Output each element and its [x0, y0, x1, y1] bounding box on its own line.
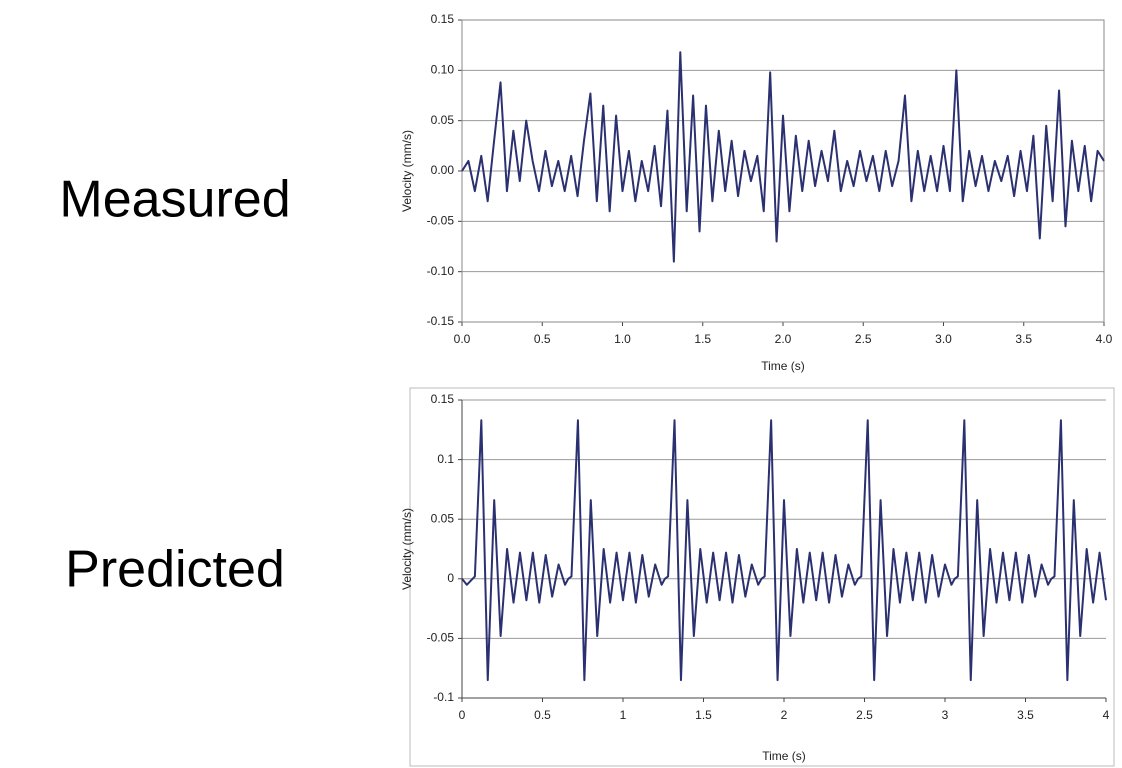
x-tick-label: 0.5 — [534, 708, 551, 722]
x-tick-label: 1.5 — [695, 708, 712, 722]
data-line — [461, 51, 1105, 263]
y-tick-label: -0.05 — [427, 631, 455, 645]
y-tick-label: 0.05 — [431, 511, 455, 525]
y-tick-label: -0.1 — [433, 690, 454, 704]
x-tick-label: 3.5 — [1017, 708, 1034, 722]
y-axis-title: Velocity (mm/s) — [400, 130, 414, 212]
chart-frame — [409, 387, 1115, 767]
y-axis-title: Velocity (mm/s) — [400, 508, 414, 590]
y-tick-label: -0.15 — [427, 314, 455, 328]
y-tick-label: -0.05 — [427, 214, 455, 228]
x-tick-label: 1.5 — [694, 332, 711, 346]
data-line — [461, 419, 1107, 682]
x-tick-label: 1 — [620, 708, 627, 722]
y-tick-label: 0.00 — [431, 163, 455, 177]
y-tick-label: 0.1 — [437, 452, 454, 466]
y-tick-label: 0 — [447, 571, 454, 585]
y-tick-label: 0.15 — [431, 12, 455, 26]
x-tick-label: 0 — [459, 708, 466, 722]
caption: Measured — [59, 171, 290, 229]
x-tick-label: 3 — [942, 708, 949, 722]
y-tick-label: -0.10 — [427, 264, 455, 278]
x-tick-label: 3.0 — [935, 332, 952, 346]
x-tick-label: 2.0 — [775, 332, 792, 346]
x-tick-label: 4 — [1103, 708, 1110, 722]
x-tick-label: 2.5 — [856, 708, 873, 722]
x-tick-label: 0.5 — [534, 332, 551, 346]
y-tick-label: 0.10 — [431, 63, 455, 77]
x-tick-label: 2.5 — [855, 332, 872, 346]
x-tick-label: 3.5 — [1015, 332, 1032, 346]
x-tick-label: 4.0 — [1096, 332, 1113, 346]
y-tick-label: 0.05 — [431, 113, 455, 127]
x-axis-title: Time (s) — [762, 749, 806, 763]
caption: Predicted — [65, 541, 285, 599]
x-tick-label: 0.0 — [454, 332, 471, 346]
x-tick-label: 2 — [781, 708, 788, 722]
y-tick-label: 0.15 — [431, 392, 455, 406]
x-axis-title: Time (s) — [761, 359, 805, 373]
x-tick-label: 1.0 — [614, 332, 631, 346]
